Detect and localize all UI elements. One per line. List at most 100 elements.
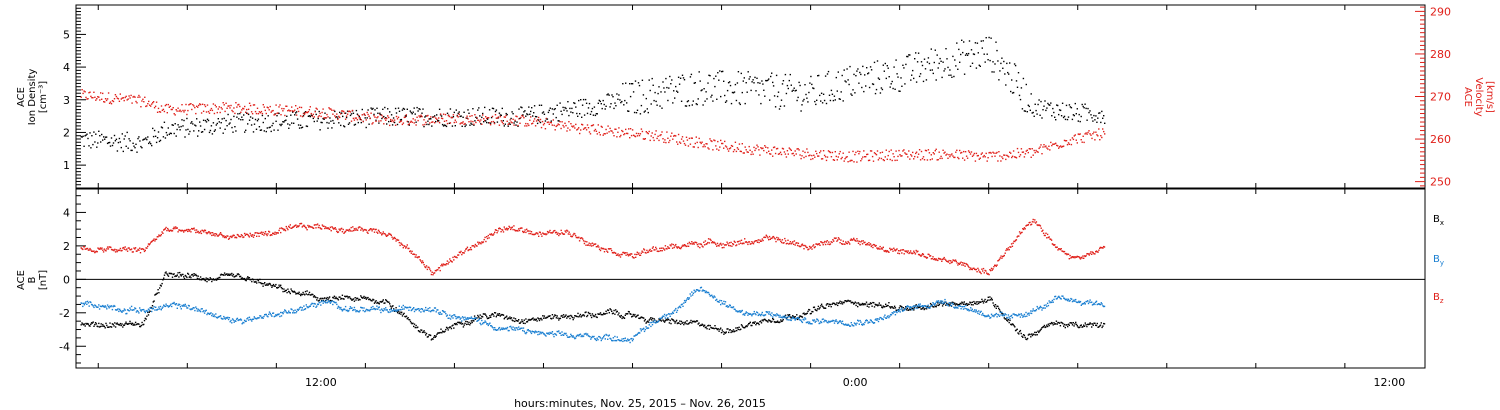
density-point	[173, 132, 175, 135]
by-point	[994, 314, 996, 316]
density-point	[1008, 73, 1010, 75]
by-point	[224, 318, 227, 320]
by-point	[796, 317, 799, 319]
density-point	[1050, 102, 1052, 104]
density-point	[1012, 91, 1015, 94]
density-point	[231, 126, 233, 129]
by-point	[87, 302, 90, 304]
velocity-point	[538, 120, 541, 123]
velocity-point	[1083, 141, 1085, 144]
density-point	[755, 90, 757, 92]
bx-point	[682, 321, 684, 324]
bx-point	[1026, 338, 1028, 341]
velocity-point	[879, 152, 882, 154]
bx-point	[506, 318, 509, 320]
by-point	[490, 325, 493, 327]
velocity-point	[966, 157, 969, 159]
velocity-point	[222, 102, 224, 104]
by-point	[812, 319, 814, 321]
velocity-point	[852, 150, 854, 153]
bx-point	[968, 303, 970, 305]
by-point	[1002, 313, 1005, 316]
density-point	[927, 57, 930, 59]
density-point	[192, 123, 194, 125]
velocity-point	[748, 145, 750, 148]
bx-point	[126, 323, 128, 325]
bx-point	[328, 296, 331, 298]
by-point	[572, 335, 574, 337]
by-point	[332, 303, 334, 306]
density-point	[650, 103, 652, 105]
bx-point	[357, 299, 360, 301]
density-point	[1009, 62, 1011, 64]
bx-point	[1046, 325, 1049, 328]
bx-point	[500, 314, 502, 316]
by-point	[171, 305, 173, 308]
bx-point	[1021, 335, 1023, 337]
velocity-point	[285, 105, 287, 107]
density-point	[127, 147, 129, 149]
velocity-point	[688, 137, 691, 140]
bx-point	[1068, 324, 1070, 326]
velocity-point	[183, 111, 185, 113]
by-point	[109, 305, 111, 307]
bx-point	[343, 298, 345, 300]
bx-point	[344, 296, 347, 298]
density-point	[461, 125, 463, 127]
velocity-point	[793, 154, 795, 157]
by-point	[140, 310, 142, 312]
density-point	[449, 108, 452, 110]
by-point	[211, 313, 214, 315]
velocity-point	[1044, 146, 1046, 148]
bx-point	[247, 276, 249, 278]
velocity-point	[171, 108, 173, 111]
by-point	[914, 305, 917, 308]
density-point	[343, 125, 345, 127]
by-point	[590, 338, 592, 340]
by-point	[309, 305, 311, 307]
by-point	[521, 327, 523, 329]
density-point	[779, 105, 782, 107]
by-point	[754, 312, 756, 315]
bx-point	[775, 321, 777, 323]
by-point	[663, 313, 666, 316]
bx-point	[894, 307, 897, 309]
velocity-point	[399, 120, 402, 123]
velocity-point	[263, 106, 265, 108]
by-point	[694, 291, 696, 293]
by-point	[83, 304, 86, 306]
bx-point	[923, 308, 925, 311]
density-point	[791, 90, 793, 92]
density-point	[1046, 107, 1048, 109]
by-point	[256, 317, 259, 319]
by-point	[869, 319, 872, 321]
by-point	[441, 313, 443, 315]
density-point	[712, 100, 714, 102]
velocity-point	[628, 128, 630, 130]
by-point	[649, 321, 651, 324]
velocity-point	[188, 104, 190, 106]
bx-point	[1008, 321, 1010, 324]
bx-point	[600, 313, 602, 316]
by-point	[558, 332, 561, 334]
density-point	[250, 124, 253, 126]
density-point	[533, 112, 535, 114]
velocity-point	[455, 121, 457, 123]
velocity-point	[389, 124, 391, 127]
velocity-point	[942, 149, 944, 151]
bx-point	[651, 317, 654, 319]
by-point	[510, 327, 513, 329]
velocity-point	[141, 100, 143, 102]
bx-point	[491, 313, 493, 315]
by-point	[598, 335, 600, 338]
bz-point	[175, 226, 177, 228]
by-point	[242, 321, 244, 324]
bx-point	[1088, 323, 1090, 325]
density-point	[378, 122, 380, 124]
density-point	[895, 59, 897, 61]
density-point	[903, 67, 905, 69]
bx-point	[279, 286, 281, 288]
by-point	[1090, 301, 1092, 304]
density-point	[1028, 105, 1030, 108]
bx-point	[963, 301, 965, 303]
